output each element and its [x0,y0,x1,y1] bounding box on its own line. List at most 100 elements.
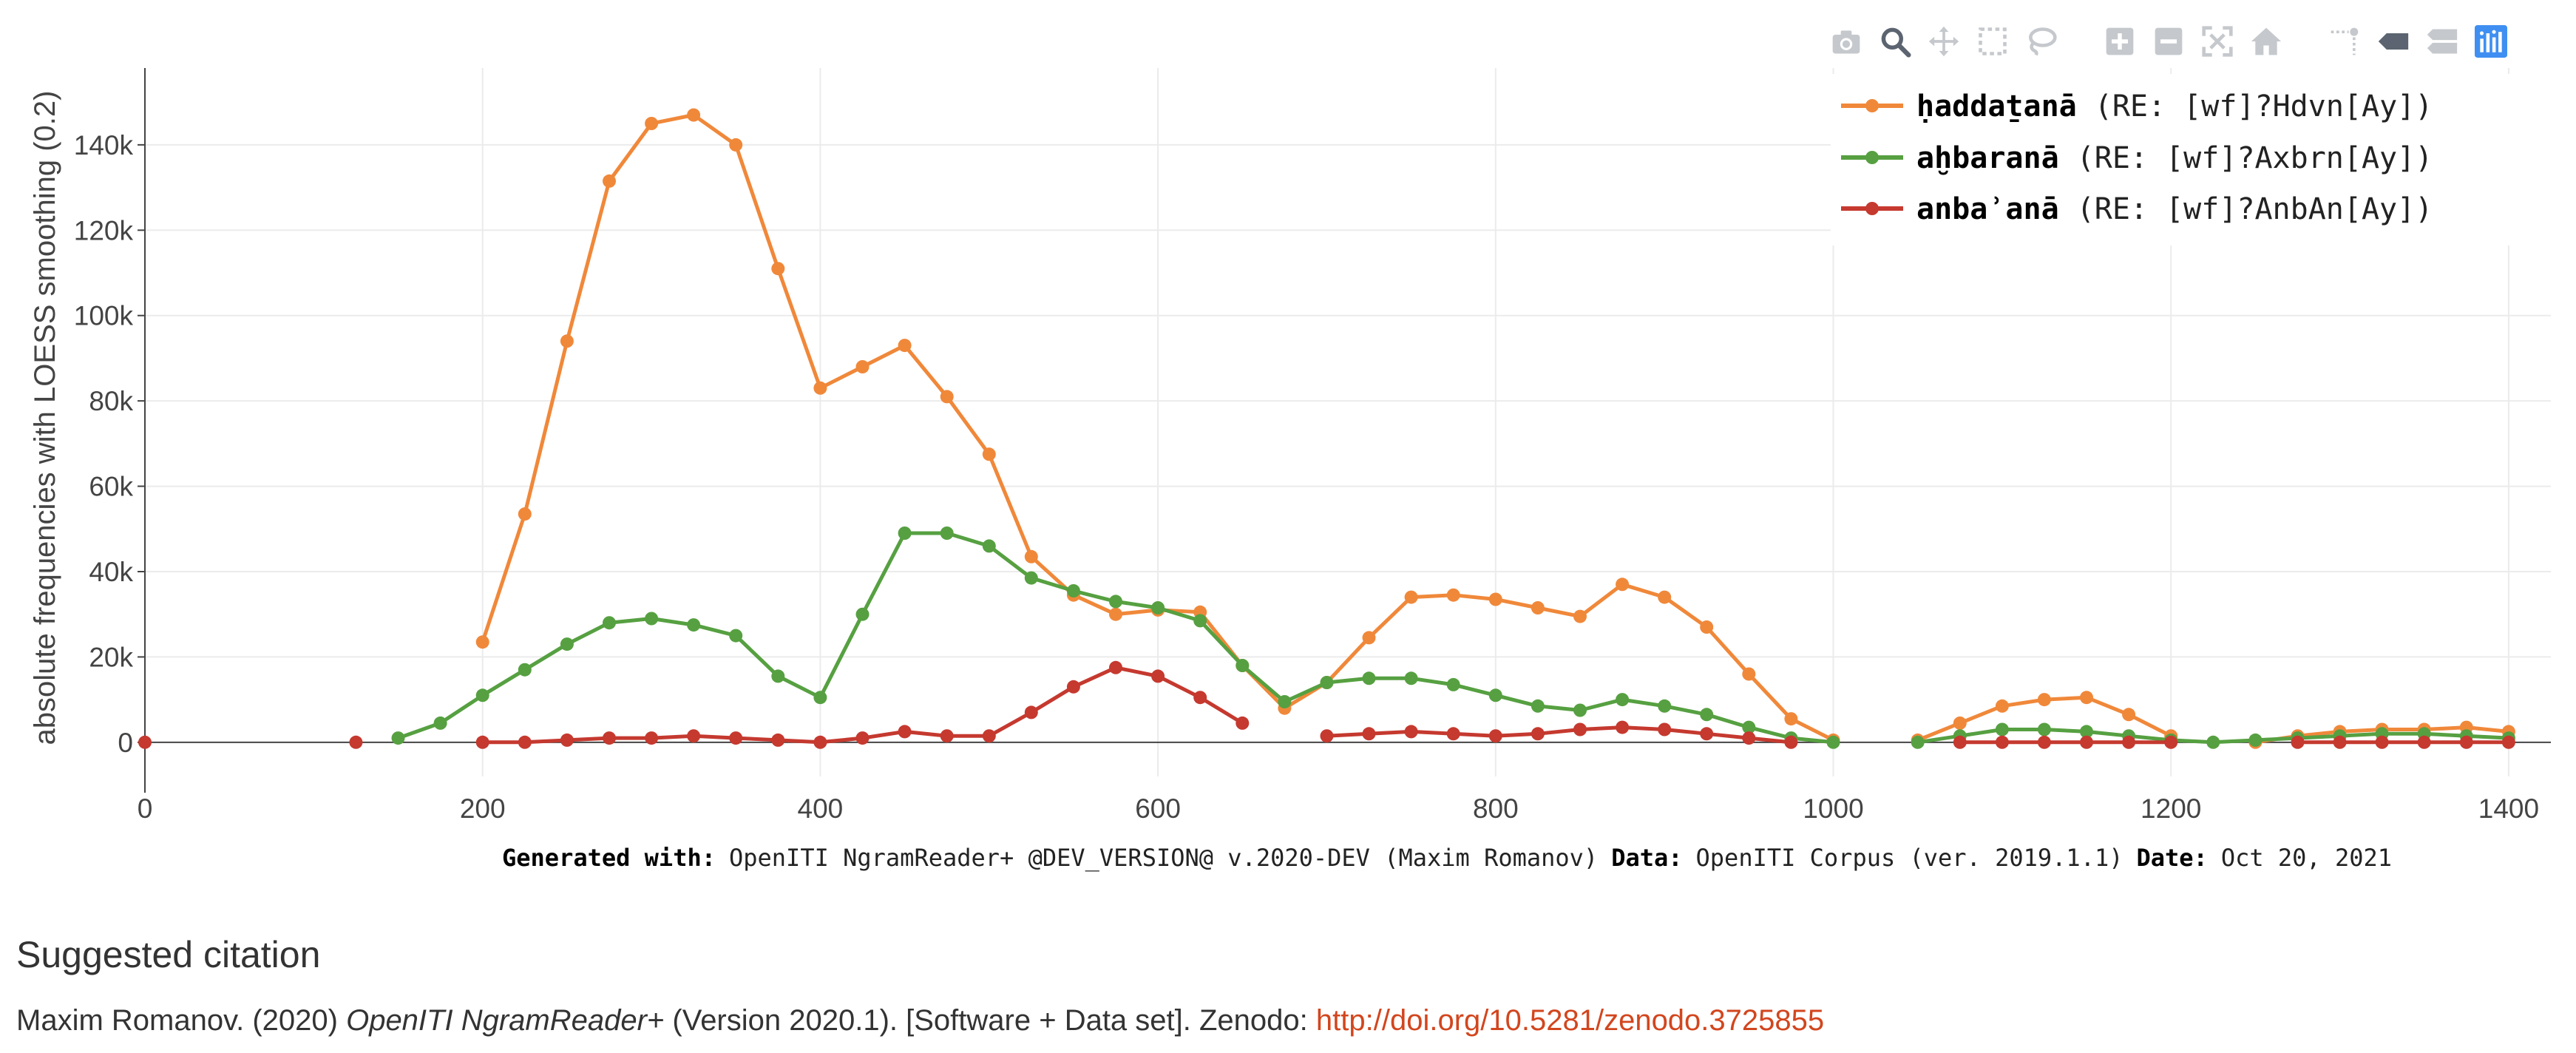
data-point[interactable] [1616,578,1630,592]
data-point[interactable] [1616,720,1630,734]
reset-axes-icon[interactable] [2245,21,2288,62]
data-point[interactable] [1320,729,1334,743]
data-point[interactable] [1784,712,1798,726]
data-point[interactable] [1700,620,1714,634]
lasso-select-icon[interactable] [2020,21,2063,62]
hover-closest-icon[interactable] [2372,21,2415,62]
data-point[interactable] [1488,729,1502,743]
data-point[interactable] [349,735,363,749]
zoom-in-icon[interactable] [2098,21,2141,62]
data-point[interactable] [1362,631,1376,645]
data-point[interactable] [1995,699,2009,713]
data-point[interactable] [2417,735,2431,749]
data-point[interactable] [687,108,701,122]
data-point[interactable] [1531,727,1545,741]
camera-icon[interactable] [1825,21,1868,62]
series-2[interactable] [138,660,2515,749]
data-point[interactable] [1109,660,1122,674]
data-point[interactable] [898,339,912,353]
data-point[interactable] [771,733,785,747]
data-point[interactable] [475,735,489,749]
data-point[interactable] [855,360,870,373]
data-point[interactable] [2122,735,2136,749]
data-point[interactable] [1404,725,1418,739]
data-point[interactable] [1446,727,1460,741]
data-point[interactable] [2122,708,2136,722]
data-point[interactable] [1488,688,1502,702]
plotly-logo-icon[interactable] [2470,21,2512,62]
data-point[interactable] [855,607,870,621]
hover-compare-icon[interactable] [2421,21,2464,62]
data-point[interactable] [1024,571,1038,585]
data-point[interactable] [1658,722,1672,737]
data-point[interactable] [1658,590,1672,604]
data-point[interactable] [603,731,616,745]
box-select-icon[interactable] [1971,21,2014,62]
ngram-chart[interactable]: 0 200 400 600 800 1000 1200 1400 0 20k 40k 60k 80k 10… [0,0,2576,873]
data-point[interactable] [982,729,996,743]
data-point[interactable] [1995,722,2009,737]
data-point[interactable] [1700,727,1714,741]
data-point[interactable] [982,447,996,461]
data-point[interactable] [1742,720,1756,734]
data-point[interactable] [687,618,701,632]
data-point[interactable] [518,663,532,677]
data-point[interactable] [2501,735,2515,749]
data-point[interactable] [813,735,827,749]
data-point[interactable] [1953,716,1967,730]
data-point[interactable] [855,731,870,745]
data-point[interactable] [2037,722,2051,737]
data-point[interactable] [1193,614,1207,628]
data-point[interactable] [1446,677,1460,691]
data-point[interactable] [1278,695,1292,708]
data-point[interactable] [1066,680,1080,694]
data-point[interactable] [1784,735,1798,749]
data-point[interactable] [1109,607,1122,621]
data-point[interactable] [560,733,574,747]
data-point[interactable] [1151,669,1165,683]
data-point[interactable] [729,731,743,745]
zoom-icon[interactable] [1874,21,1916,62]
data-point[interactable] [1193,691,1207,705]
data-point[interactable] [603,174,616,188]
data-point[interactable] [1362,727,1376,741]
data-point[interactable] [518,507,532,521]
pan-icon[interactable] [1922,21,1965,62]
data-point[interactable] [1573,609,1587,623]
data-point[interactable] [1404,590,1418,604]
data-point[interactable] [1109,595,1122,609]
data-point[interactable] [729,138,743,152]
data-point[interactable] [1531,601,1545,614]
data-point[interactable] [2291,735,2305,749]
data-point[interactable] [982,539,996,553]
data-point[interactable] [1911,735,1925,749]
data-point[interactable] [391,731,405,745]
data-point[interactable] [1573,722,1587,737]
data-point[interactable] [2037,693,2051,707]
data-point[interactable] [1742,731,1756,745]
data-point[interactable] [560,637,574,651]
series-layer[interactable] [138,108,2515,749]
data-point[interactable] [1446,588,1460,602]
data-point[interactable] [645,731,659,745]
data-point[interactable] [1658,699,1672,713]
data-point[interactable] [2080,725,2093,739]
data-point[interactable] [2206,735,2220,749]
data-point[interactable] [1236,716,1250,730]
data-point[interactable] [1404,671,1418,685]
data-point[interactable] [813,381,827,395]
data-point[interactable] [1362,671,1376,685]
data-point[interactable] [2080,691,2093,705]
data-point[interactable] [898,725,912,739]
data-point[interactable] [2248,733,2263,747]
data-point[interactable] [2333,735,2347,749]
data-point[interactable] [940,729,954,743]
legend[interactable]: ḥaddaṯanā (RE: [wf]?Hdvn[Ay]) aḫbaranā (RE… [1831,74,2551,246]
data-point[interactable] [940,390,954,404]
zoom-out-icon[interactable] [2147,21,2190,62]
legend-item-haddatana[interactable]: ḥaddaṯanā (RE: [wf]?Hdvn[Ay]) [1841,89,2433,123]
spike-lines-icon[interactable] [2323,21,2366,62]
citation-doi-link[interactable]: http://doi.org/10.5281/zenodo.3725855 [1315,1004,1825,1037]
data-point[interactable] [1995,735,2009,749]
series-1[interactable] [391,526,2515,749]
